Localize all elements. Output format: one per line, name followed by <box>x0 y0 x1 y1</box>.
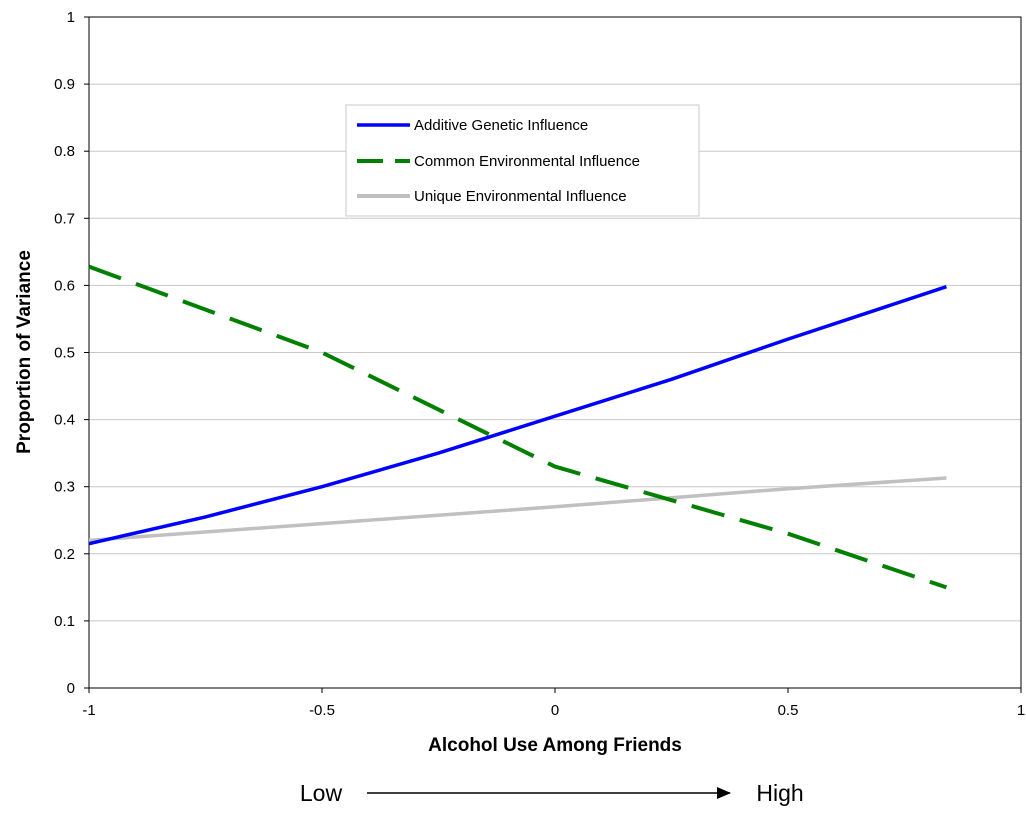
x-tick-label: -0.5 <box>309 702 335 719</box>
x-axis-title: Alcohol Use Among Friends <box>428 735 682 756</box>
y-tick-label: 1 <box>67 9 75 26</box>
x-tick-label: 0.5 <box>778 702 799 719</box>
series-line-additive <box>88 285 947 546</box>
y-axis-title: Proportion of Variance <box>14 250 35 454</box>
x-tick-label: 0 <box>551 702 559 719</box>
range-annotation: Low High <box>300 780 804 806</box>
y-tick-label: 0 <box>67 680 75 697</box>
legend-label-common: Common Environmental Influence <box>414 153 640 170</box>
x-tick-label: 1 <box>1017 702 1025 719</box>
y-tick-label: 0.5 <box>54 345 75 362</box>
y-tick-label: 0.2 <box>54 546 75 563</box>
y-tick-label: 0.3 <box>54 479 75 496</box>
legend: Additive Genetic Influence Common Enviro… <box>345 104 700 217</box>
y-tick-label: 0.1 <box>54 613 75 630</box>
series-line-unique <box>88 476 947 543</box>
y-tick-label: 0.8 <box>54 143 75 160</box>
x-axis-ticks: -1 -0.5 0 0.5 1 <box>82 688 1025 719</box>
legend-label-additive: Additive Genetic Influence <box>414 117 588 134</box>
y-tick-label: 0.7 <box>54 210 75 227</box>
y-tick-label: 0.6 <box>54 277 75 294</box>
series-line-common <box>88 264 948 590</box>
range-low-label: Low <box>300 780 343 806</box>
x-tick-label: -1 <box>82 702 95 719</box>
y-axis-ticks: 0 0.1 0.2 0.3 0.4 0.5 0.6 0.7 0.8 0.9 1 <box>54 9 89 697</box>
legend-label-unique: Unique Environmental Influence <box>414 188 627 205</box>
y-tick-label: 0.9 <box>54 76 75 93</box>
gridlines <box>89 83 1021 622</box>
series-lines <box>88 264 948 590</box>
y-tick-label: 0.4 <box>54 412 75 429</box>
range-high-label: High <box>756 780 803 806</box>
